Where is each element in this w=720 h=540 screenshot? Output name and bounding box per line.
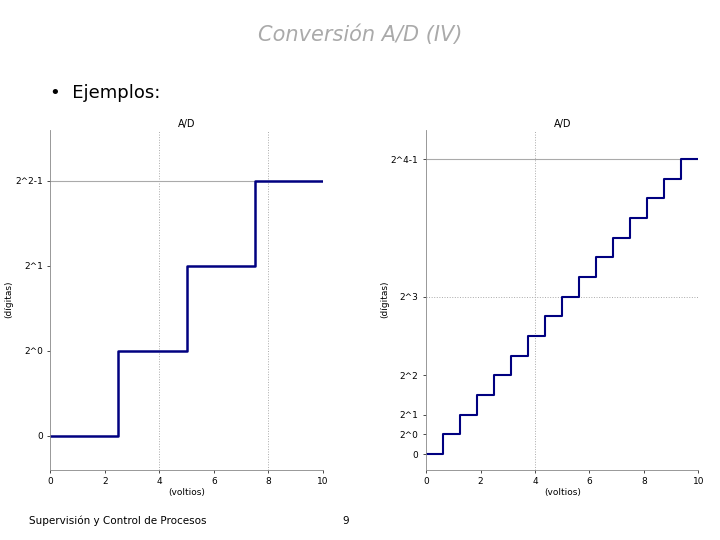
X-axis label: (voltios): (voltios) [168,488,205,497]
Text: Conversión A/D (IV): Conversión A/D (IV) [258,24,462,45]
Y-axis label: (dígitas): (dígitas) [4,281,14,319]
Text: •  Ejemplos:: • Ejemplos: [50,84,161,102]
Y-axis label: (dígitas): (dígitas) [380,281,390,319]
Text: 9: 9 [342,516,349,526]
Title: A/D: A/D [554,119,571,129]
Text: Supervisión y Control de Procesos: Supervisión y Control de Procesos [29,516,207,526]
Title: A/D: A/D [178,119,195,129]
X-axis label: (voltios): (voltios) [544,488,581,497]
